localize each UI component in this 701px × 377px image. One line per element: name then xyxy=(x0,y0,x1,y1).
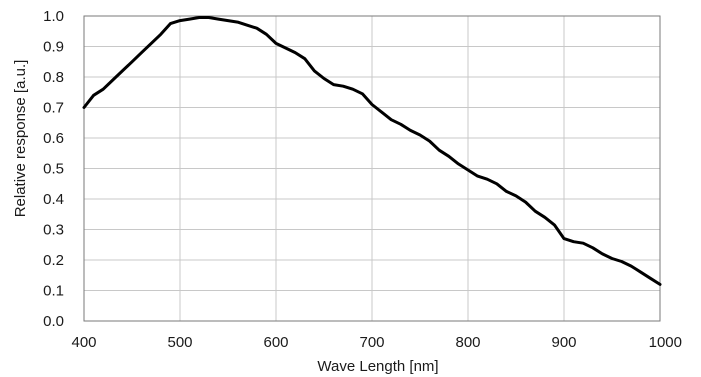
x-tick-label: 500 xyxy=(167,334,192,351)
y-tick-label: 0.2 xyxy=(43,252,64,269)
x-tick-label: 900 xyxy=(551,334,576,351)
x-tick-labels: 400 500 600 700 800 900 1000 xyxy=(71,334,682,351)
y-axis-label: Relative response [a.u.] xyxy=(12,60,29,218)
y-tick-labels: 0.0 0.1 0.2 0.3 0.4 0.5 0.6 0.7 0.8 0.9 1.0 xyxy=(43,8,64,330)
series-line-relative-response xyxy=(82,16,662,286)
x-tick-label: 800 xyxy=(455,334,480,351)
y-tick-label: 0.9 xyxy=(43,39,64,56)
y-tick-label: 0.4 xyxy=(43,191,64,208)
y-tick-label: 0.3 xyxy=(43,222,64,239)
y-tick-label: 0.5 xyxy=(43,161,64,178)
grid-lines xyxy=(83,15,661,322)
y-tick-label: 0.6 xyxy=(43,130,64,147)
x-tick-label: 400 xyxy=(71,334,96,351)
y-tick-label: 1.0 xyxy=(43,8,64,25)
x-tick-label: 700 xyxy=(359,334,384,351)
y-tick-label: 0.0 xyxy=(43,313,64,330)
y-tick-label: 0.7 xyxy=(43,100,64,117)
x-tick-label: 1000 xyxy=(649,334,682,351)
x-tick-label: 600 xyxy=(263,334,288,351)
plot-frame xyxy=(83,15,661,322)
y-tick-label: 0.1 xyxy=(43,283,64,300)
y-tick-label: 0.8 xyxy=(43,69,64,86)
x-axis-label: Wave Length [nm] xyxy=(317,358,438,375)
